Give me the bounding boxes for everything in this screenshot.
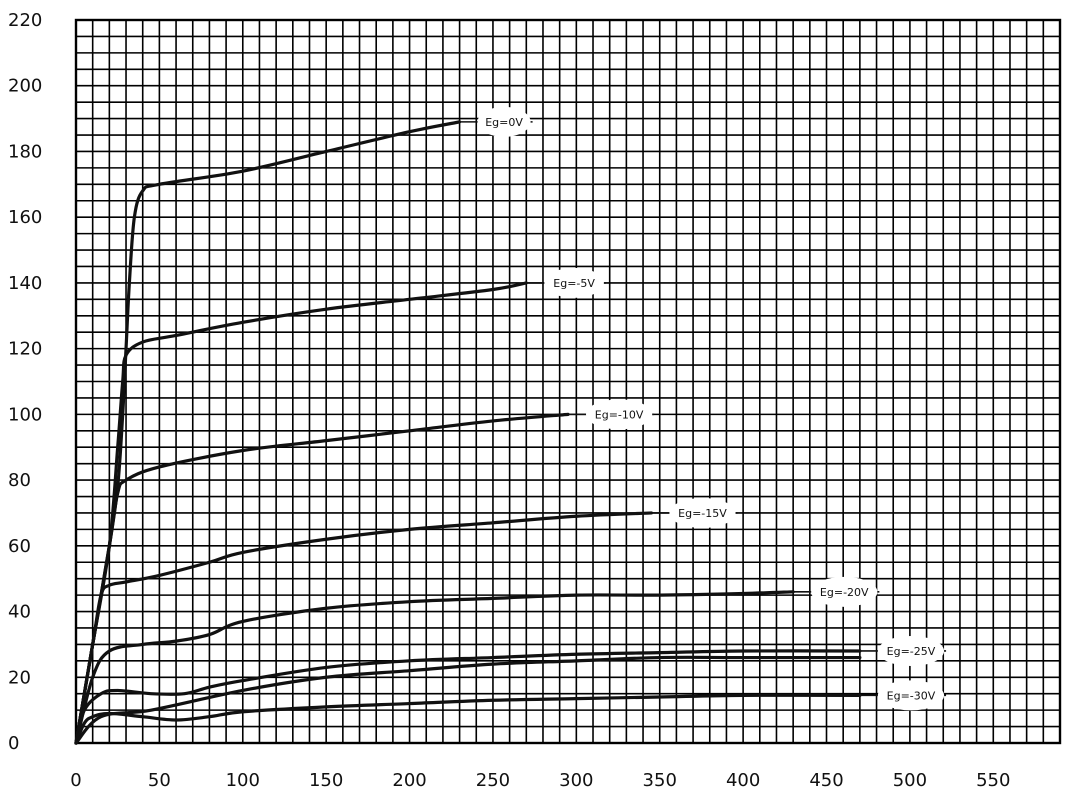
y-tick-label: 140 bbox=[8, 273, 42, 294]
curve-label: Eg=-5V bbox=[553, 277, 595, 290]
grid bbox=[75, 19, 1061, 744]
x-tick-label: 300 bbox=[559, 770, 593, 791]
curve-labels: Eg=0V Eg=-5V Eg=-10V Eg=-15V Eg=-20V Eg=-25V E… bbox=[459, 106, 947, 711]
x-tick-label: 200 bbox=[392, 770, 426, 791]
x-tick-label: 350 bbox=[643, 770, 677, 791]
y-tick-label: 100 bbox=[8, 404, 42, 425]
plot-frame bbox=[74, 18, 1062, 745]
series-line-7 bbox=[74, 655, 862, 745]
label-bubble bbox=[477, 106, 531, 137]
x-tick-label: 50 bbox=[148, 770, 171, 791]
curve-label: Eg=-30V bbox=[887, 689, 936, 702]
label-bubble bbox=[877, 680, 945, 711]
tick-labels: 0 50 100 150 200 250 300 350 400 450 500 550 0 20 40 60… bbox=[8, 10, 1010, 791]
curve-label: Eg=0V bbox=[485, 116, 523, 129]
x-tick-label: 250 bbox=[476, 770, 510, 791]
y-tick-label: 40 bbox=[8, 602, 31, 623]
x-tick-label: 500 bbox=[893, 770, 927, 791]
y-tick-label: 120 bbox=[8, 339, 42, 360]
label-bubble bbox=[877, 635, 945, 666]
y-tick-label: 180 bbox=[8, 141, 42, 162]
x-tick-label: 400 bbox=[726, 770, 760, 791]
y-tick-label: 200 bbox=[8, 76, 42, 97]
label-bubble bbox=[669, 497, 736, 528]
series-line-4 bbox=[74, 590, 795, 745]
x-tick-label: 550 bbox=[976, 770, 1010, 791]
series-line-6 bbox=[74, 693, 862, 745]
axes bbox=[74, 18, 1062, 745]
x-tick-label: 150 bbox=[309, 770, 343, 791]
label-bubble bbox=[586, 399, 653, 430]
series-line-3 bbox=[74, 511, 653, 745]
x-tick-label: 100 bbox=[226, 770, 260, 791]
y-tick-label: 80 bbox=[8, 470, 31, 491]
label-bubble bbox=[811, 576, 878, 607]
curve-label: Eg=-25V bbox=[887, 645, 936, 658]
series-line-2 bbox=[74, 412, 570, 745]
series-line-5 bbox=[74, 649, 862, 745]
y-tick-label: 60 bbox=[8, 536, 31, 557]
series-group bbox=[74, 120, 862, 745]
curve-label: Eg=-20V bbox=[820, 586, 869, 599]
y-tick-label: 160 bbox=[8, 207, 42, 228]
y-tick-label: 220 bbox=[8, 10, 42, 31]
y-tick-label: 0 bbox=[8, 733, 19, 754]
curve-label: Eg=-10V bbox=[595, 408, 644, 421]
curve-label: Eg=-15V bbox=[678, 507, 727, 520]
y-tick-label: 20 bbox=[8, 667, 31, 688]
x-tick-label: 0 bbox=[70, 770, 81, 791]
label-bubble bbox=[544, 267, 604, 298]
x-tick-label: 450 bbox=[809, 770, 843, 791]
